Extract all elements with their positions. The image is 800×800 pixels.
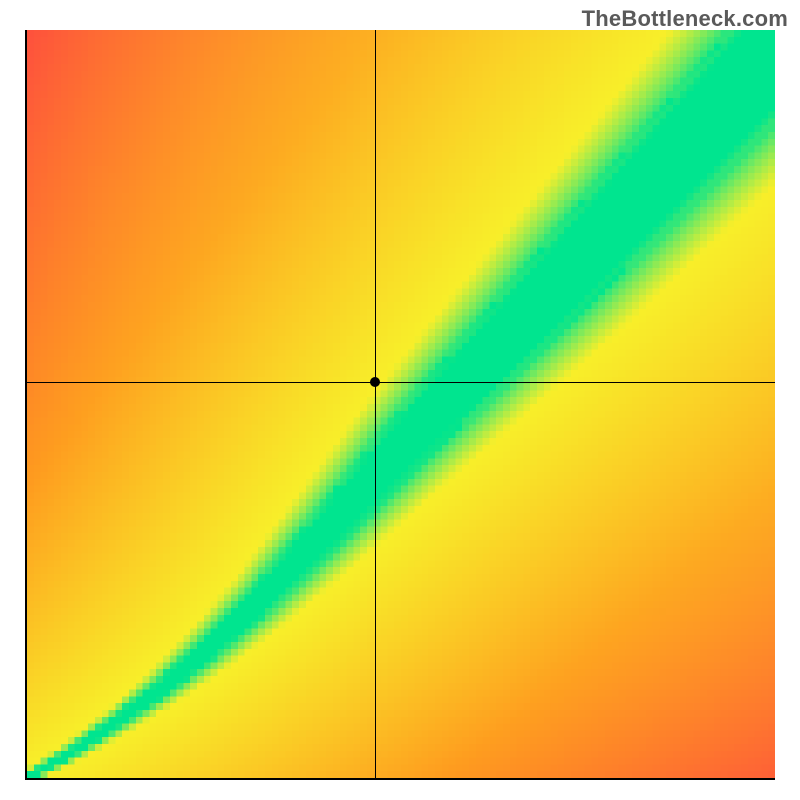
crosshair-marker: [370, 377, 380, 387]
watermark-text: TheBottleneck.com: [582, 6, 788, 32]
bottleneck-heatmap: [27, 30, 775, 778]
plot-area: [25, 30, 775, 780]
image-root: TheBottleneck.com: [0, 0, 800, 800]
crosshair-horizontal: [27, 382, 775, 383]
crosshair-vertical: [375, 30, 376, 778]
